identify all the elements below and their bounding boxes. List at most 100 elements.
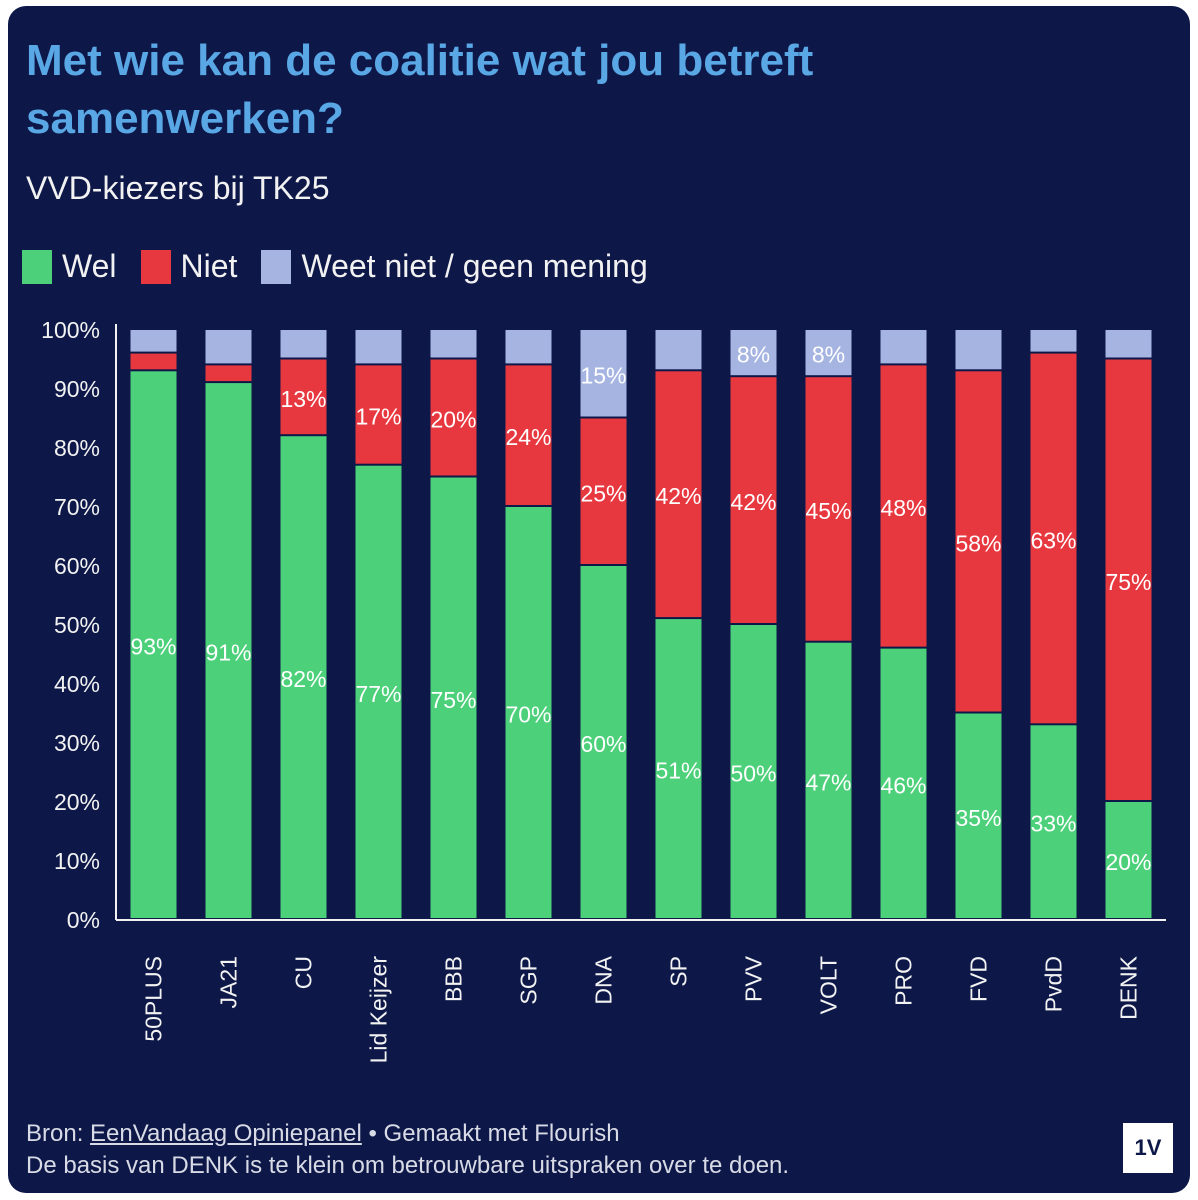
data-label-niet: 75% — [1105, 569, 1151, 595]
bar-segment-wel — [655, 619, 702, 918]
data-label-wel: 93% — [130, 634, 176, 660]
y-tick-label: 0% — [67, 907, 100, 933]
bar-segment-niet — [430, 359, 477, 476]
bar-segment-weet-niet-geen-mening — [1105, 330, 1152, 358]
data-label-wel: 60% — [580, 731, 626, 757]
source-prefix: Bron: — [26, 1120, 91, 1147]
bar-segment-wel — [1030, 725, 1077, 918]
x-tick-label: VOLT — [816, 956, 842, 1014]
bar-segment-wel — [205, 383, 252, 919]
data-label-wel: 20% — [1105, 849, 1151, 875]
data-label-niet: 42% — [655, 483, 701, 509]
bar-segment-wel — [355, 465, 402, 918]
y-tick-label: 20% — [54, 789, 100, 815]
data-label-wel: 46% — [880, 772, 926, 798]
bar-segment-niet — [880, 365, 927, 647]
data-label-niet: 63% — [1030, 527, 1076, 553]
bar-segment-niet — [355, 365, 402, 464]
bar-segment-weet-niet-geen-mening — [205, 330, 252, 364]
data-label-weet-niet-geen-mening: 8% — [812, 342, 845, 368]
x-tick-label: PvdD — [1041, 956, 1067, 1012]
x-tick-label: FVD — [966, 956, 992, 1002]
data-label-niet: 25% — [580, 480, 626, 506]
x-tick-label: JA21 — [216, 956, 242, 1008]
x-tick-label: SP — [666, 956, 692, 987]
footer: Bron: EenVandaag Opiniepanel • Gemaakt m… — [26, 1118, 789, 1182]
data-label-niet: 17% — [355, 404, 401, 430]
data-label-wel: 82% — [280, 666, 326, 692]
data-label-wel: 51% — [655, 758, 701, 784]
bar-segment-wel — [955, 713, 1002, 918]
bar-segment-weet-niet-geen-mening — [805, 330, 852, 376]
source-line: Bron: EenVandaag Opiniepanel • Gemaakt m… — [26, 1118, 789, 1150]
y-tick-label: 90% — [54, 376, 100, 402]
bar-segment-niet — [1030, 353, 1077, 724]
made-with-flourish: • Gemaakt met Flourish — [361, 1120, 620, 1147]
data-label-niet: 58% — [955, 530, 1001, 556]
data-label-wel: 50% — [730, 761, 776, 787]
bar-segment-weet-niet-geen-mening — [280, 330, 327, 358]
x-tick-label: 50PLUS — [141, 956, 167, 1042]
bar-segment-niet — [130, 353, 177, 370]
bar-segment-niet — [730, 377, 777, 623]
bar-segment-niet — [580, 418, 627, 564]
legend-label-weet-niet: Weet niet / geen mening — [301, 248, 648, 284]
x-tick-label: CU — [291, 956, 317, 989]
bar-segment-niet — [505, 365, 552, 505]
bar-segment-wel — [580, 566, 627, 918]
bar-segment-niet — [805, 377, 852, 641]
bar-segment-wel — [730, 625, 777, 918]
footnote: De basis van DENK is te klein om betrouw… — [26, 1152, 790, 1179]
bar-segment-weet-niet-geen-mening — [955, 330, 1002, 370]
bar-segment-weet-niet-geen-mening — [130, 330, 177, 352]
data-label-niet: 45% — [805, 498, 851, 524]
data-label-wel: 75% — [430, 687, 476, 713]
bar-segment-niet — [1105, 359, 1152, 800]
x-tick-label: Lid Keijzer — [366, 956, 392, 1064]
data-label-wel: 70% — [505, 702, 551, 728]
bar-segment-niet — [205, 365, 252, 382]
data-label-niet: 13% — [280, 386, 326, 412]
bar-segment-wel — [280, 436, 327, 918]
x-tick-label: SGP — [516, 956, 542, 1005]
bar-segment-wel — [505, 507, 552, 918]
bar-segment-niet — [955, 371, 1002, 712]
bar-segment-wel — [130, 371, 177, 918]
data-label-wel: 77% — [355, 681, 401, 707]
x-tick-label: PRO — [891, 956, 917, 1006]
legend-label-niet: Niet — [180, 248, 238, 284]
data-label-wel: 47% — [805, 769, 851, 795]
y-tick-label: 50% — [54, 612, 100, 638]
y-tick-label: 70% — [54, 494, 100, 520]
data-label-weet-niet-geen-mening: 15% — [580, 362, 626, 388]
legend-swatch-niet — [140, 249, 171, 284]
source-link[interactable]: EenVandaag Opiniepanel — [90, 1120, 362, 1147]
bar-segment-weet-niet-geen-mening — [580, 330, 627, 417]
stacked-bar-chart: 0% 10% 20% 30% 40% 50% 60% 70% 80% 90% 100% 93% 50PL… — [41, 317, 1166, 1064]
bar-segment-weet-niet-geen-mening — [355, 330, 402, 364]
bar-segment-wel — [880, 648, 927, 918]
x-tick-label: PVV — [741, 955, 767, 1002]
chart-card: Met wie kan de coalitie wat jou betreft … — [8, 6, 1190, 1193]
bar-segment-niet — [280, 359, 327, 435]
data-label-niet: 24% — [505, 424, 551, 450]
data-label-wel: 91% — [205, 640, 251, 666]
legend-label-wel: Wel — [62, 248, 117, 284]
bar-segment-weet-niet-geen-mening — [1030, 330, 1077, 352]
y-tick-label: 30% — [54, 730, 100, 756]
y-tick-label: 100% — [41, 317, 100, 343]
y-tick-label: 40% — [54, 671, 100, 697]
legend-item-niet: Niet — [140, 248, 238, 285]
legend-swatch-weet-niet — [261, 249, 292, 284]
bar-segment-wel — [805, 642, 852, 918]
bar-segment-weet-niet-geen-mening — [655, 330, 702, 370]
y-tick-label: 10% — [54, 848, 100, 874]
chart-subtitle: VVD-kiezers bij TK25 — [26, 170, 330, 206]
data-label-niet: 20% — [430, 407, 476, 433]
bar-segment-weet-niet-geen-mening — [730, 330, 777, 376]
legend: Wel Niet Weet niet / geen mening — [22, 248, 658, 285]
y-tick-label: 80% — [54, 435, 100, 461]
x-tick-label: DNA — [591, 955, 617, 1004]
bar-segment-weet-niet-geen-mening — [505, 330, 552, 364]
bar-segment-wel — [1105, 802, 1152, 918]
